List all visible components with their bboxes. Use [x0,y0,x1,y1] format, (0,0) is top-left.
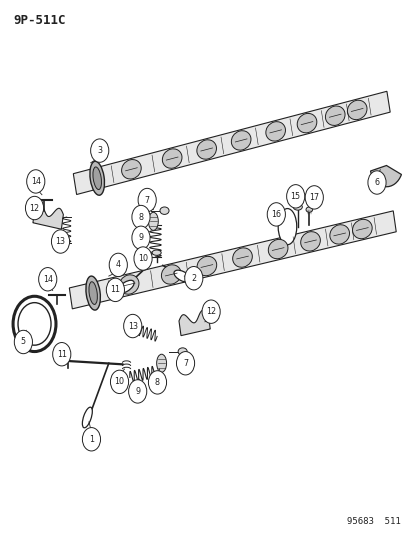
Circle shape [14,330,32,354]
Text: 95683  511: 95683 511 [347,517,400,526]
Circle shape [52,343,71,366]
Circle shape [132,226,150,249]
Ellipse shape [265,122,285,141]
Circle shape [134,247,152,270]
Text: 13: 13 [55,237,65,246]
Polygon shape [73,91,389,195]
Text: 12: 12 [29,204,40,213]
Circle shape [202,300,220,324]
Ellipse shape [162,149,182,168]
Ellipse shape [148,212,158,230]
Ellipse shape [197,256,216,276]
Text: 11: 11 [57,350,66,359]
Text: 10: 10 [138,254,148,263]
Text: 8: 8 [138,213,143,222]
Ellipse shape [90,161,104,195]
Text: 17: 17 [309,193,318,202]
Ellipse shape [152,250,161,255]
Circle shape [26,169,45,193]
Ellipse shape [305,207,312,212]
Text: 15: 15 [290,192,300,201]
Text: 7: 7 [144,196,150,205]
Text: 13: 13 [128,321,138,330]
Text: 9: 9 [135,387,140,396]
Ellipse shape [300,232,320,251]
Circle shape [367,171,385,194]
Circle shape [176,352,194,375]
Text: 1: 1 [89,435,94,444]
Circle shape [138,188,156,212]
Ellipse shape [119,275,139,294]
Ellipse shape [351,220,371,239]
Ellipse shape [232,248,252,267]
Polygon shape [69,211,395,309]
Text: 14: 14 [43,274,52,284]
Circle shape [128,379,146,403]
Ellipse shape [278,208,296,245]
Text: 14: 14 [31,177,40,186]
Ellipse shape [297,114,316,133]
Text: 9: 9 [138,233,143,243]
Circle shape [148,370,166,394]
Ellipse shape [159,207,169,214]
Text: 10: 10 [114,377,124,386]
Circle shape [267,203,285,226]
Polygon shape [178,310,210,336]
Text: 8: 8 [154,378,159,387]
Circle shape [110,370,128,393]
Text: 12: 12 [206,307,216,316]
Ellipse shape [156,354,166,372]
Text: 3: 3 [97,146,102,155]
Circle shape [123,314,142,338]
Circle shape [38,268,57,291]
Ellipse shape [292,204,301,210]
Circle shape [25,196,43,220]
Circle shape [184,266,202,290]
Ellipse shape [121,159,141,179]
Circle shape [132,205,150,229]
Ellipse shape [325,106,344,125]
Ellipse shape [329,225,349,244]
Text: 2: 2 [191,273,196,282]
Ellipse shape [118,280,134,293]
Ellipse shape [178,348,187,356]
Circle shape [109,253,127,277]
Text: 5: 5 [21,337,26,346]
Ellipse shape [161,265,180,284]
Ellipse shape [82,407,92,428]
Circle shape [51,230,69,253]
Polygon shape [33,204,63,229]
Text: 16: 16 [271,210,281,219]
Ellipse shape [231,131,250,150]
Ellipse shape [89,282,97,304]
Ellipse shape [86,276,100,310]
Text: 11: 11 [110,285,120,294]
Ellipse shape [268,239,287,259]
Text: 9P-511C: 9P-511C [13,14,65,27]
Text: 6: 6 [374,178,379,187]
Ellipse shape [93,167,101,190]
Circle shape [90,139,109,163]
Ellipse shape [196,140,216,159]
Circle shape [82,427,100,451]
Text: 7: 7 [183,359,188,368]
Ellipse shape [347,100,366,119]
Wedge shape [370,165,401,187]
Text: 4: 4 [116,261,121,269]
Ellipse shape [173,270,190,282]
Circle shape [106,278,124,302]
Circle shape [304,185,323,209]
Circle shape [286,184,304,208]
